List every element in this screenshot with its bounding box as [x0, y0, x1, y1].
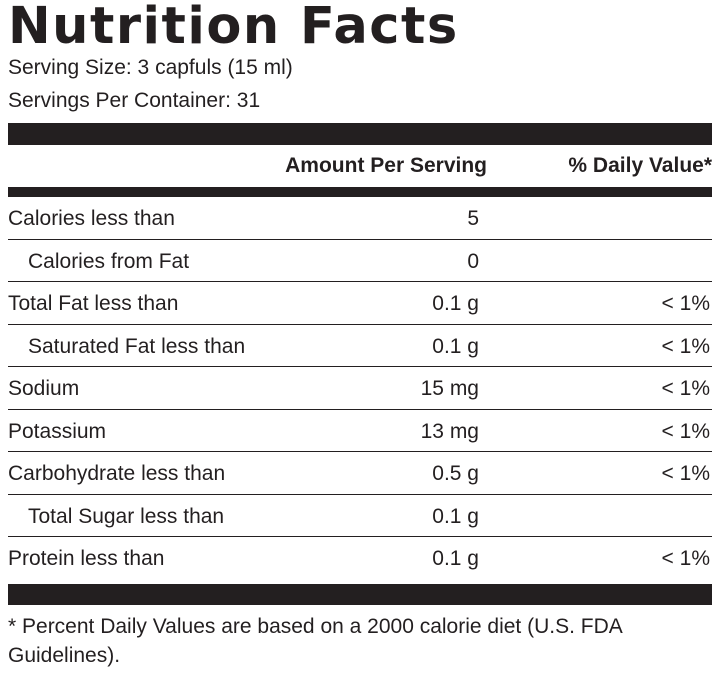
nutrient-daily-value: < 1%: [661, 419, 710, 443]
nutrient-name: Total Sugar less than: [28, 504, 225, 528]
nutrient-amount: 0: [467, 249, 479, 273]
nutrient-row-total-fat: Total Fat less than 0.1 g < 1%: [8, 282, 712, 325]
nutrient-name: Calories less than: [8, 207, 175, 230]
thick-divider-bottom: [8, 584, 712, 605]
servings-per-container: Servings Per Container: 31: [8, 89, 261, 112]
nutrient-daily-value: < 1%: [661, 377, 710, 400]
nutrient-amount: 0.1 g: [432, 334, 479, 358]
nutrient-daily-value: < 1%: [661, 334, 710, 358]
daily-value-column-header: % Daily Value*: [568, 154, 712, 177]
nutrient-name: Total Fat less than: [8, 292, 179, 315]
nutrient-name: Saturated Fat less than: [28, 334, 246, 358]
nutrient-row-calories: Calories less than 5: [8, 197, 712, 240]
nutrient-amount: 0.5 g: [432, 462, 479, 485]
nutrient-amount: 0.1 g: [432, 547, 479, 570]
label-title: Nutrition Facts: [8, 0, 459, 56]
nutrient-table: Calories less than 5 Calories from Fat 0…: [8, 197, 712, 580]
nutrient-row-potassium: Potassium 13 mg < 1%: [8, 410, 712, 452]
nutrient-row-sodium: Sodium 15 mg < 1%: [8, 367, 712, 410]
thick-divider-top: [8, 123, 712, 145]
serving-size: Serving Size: 3 capfuls (15 ml): [8, 56, 293, 79]
nutrient-amount: 0.1 g: [432, 504, 479, 528]
nutrient-name: Potassium: [8, 419, 107, 443]
nutrient-amount: 15 mg: [420, 377, 479, 400]
nutrient-row-protein: Protein less than 0.1 g < 1%: [8, 537, 712, 580]
amount-column-header: Amount Per Serving: [285, 154, 487, 177]
nutrient-amount: 5: [467, 207, 479, 230]
nutrient-name: Carbohydrate less than: [8, 462, 226, 485]
nutrient-daily-value: < 1%: [661, 292, 710, 315]
nutrient-row-carbohydrate: Carbohydrate less than 0.5 g < 1%: [8, 452, 712, 495]
nutrient-amount: 13 mg: [420, 419, 479, 443]
nutrient-name: Protein less than: [8, 547, 165, 570]
daily-value-footnote: * Percent Daily Values are based on a 20…: [8, 615, 622, 667]
nutrient-daily-value: < 1%: [661, 547, 710, 570]
nutrient-name: Sodium: [8, 377, 80, 400]
nutrient-name: Calories from Fat: [28, 249, 190, 273]
column-header-row: Amount Per Serving % Daily Value*: [8, 145, 712, 187]
nutrient-amount: 0.1 g: [432, 292, 479, 315]
nutrient-row-total-sugar: Total Sugar less than 0.1 g: [8, 495, 712, 537]
nutrient-row-calories-from-fat: Calories from Fat 0: [8, 240, 712, 282]
medium-divider: [8, 187, 712, 197]
nutrient-daily-value: < 1%: [661, 462, 710, 485]
nutrient-row-saturated-fat: Saturated Fat less than 0.1 g < 1%: [8, 325, 712, 367]
